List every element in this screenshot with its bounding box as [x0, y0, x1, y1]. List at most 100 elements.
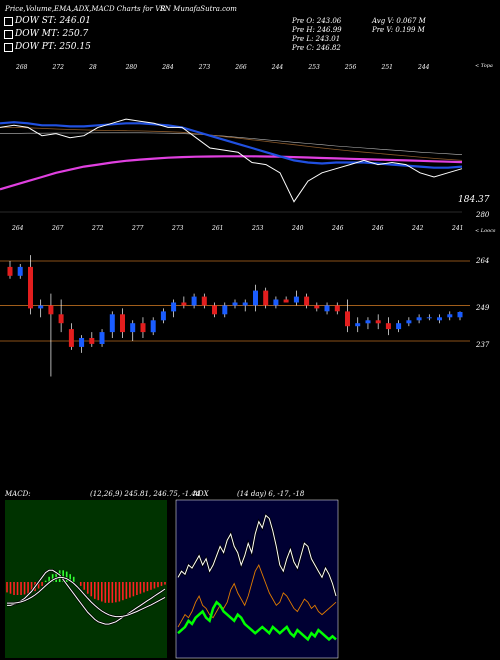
ema-panel-tag: < Topa — [475, 63, 493, 69]
adx-minus-di-line — [177, 563, 337, 628]
candle — [48, 293, 54, 377]
candle — [212, 302, 217, 318]
candle — [79, 335, 85, 353]
candle — [28, 255, 33, 315]
candle — [130, 320, 136, 341]
candle-tick-label: 267 — [51, 225, 64, 232]
ema-top-tick-label: 272 — [52, 64, 65, 71]
candle — [457, 311, 463, 321]
ema-top-tick-label: 268 — [15, 64, 28, 71]
candle — [324, 302, 330, 315]
legend-swatch-st — [4, 17, 13, 26]
candle — [222, 302, 228, 318]
candle — [68, 323, 74, 350]
pre-high: Pre H: 246.99 — [292, 26, 342, 34]
ema-price-label: 184.37 — [458, 195, 490, 205]
candle — [375, 314, 381, 330]
candles — [7, 255, 463, 377]
ema-top-tick-label: 256 — [344, 64, 357, 71]
price-line — [0, 118, 463, 203]
candle — [7, 261, 13, 279]
macd-line — [7, 569, 166, 625]
candle — [38, 299, 44, 318]
candle-tick-label: 277 — [131, 225, 144, 232]
candle-panel-tag: < Loocs — [475, 228, 496, 234]
ema-top-tick-label: 244 — [271, 64, 284, 71]
adx-title: ADX — [193, 490, 209, 498]
ema-tick-labels: 268 272 28 280 284 273 266 244 253 256 251 244 — [15, 64, 430, 71]
candle — [273, 296, 279, 309]
candle — [293, 290, 299, 306]
candle — [437, 314, 442, 324]
candle — [334, 302, 340, 315]
candle — [385, 317, 391, 336]
candle — [181, 296, 187, 309]
pre-low: Pre L: 243.01 — [292, 35, 341, 43]
candle — [283, 296, 289, 303]
candle-tick-label: 246 — [371, 225, 384, 232]
candle-tick-label: 273 — [171, 225, 184, 232]
adx-params: (14 day) 6, -17, -18 — [237, 490, 305, 498]
candle — [191, 293, 197, 309]
ema-top-tick-label: 253 — [307, 64, 320, 71]
candle — [17, 263, 23, 279]
candle — [58, 299, 64, 333]
candle — [447, 311, 453, 321]
candle — [406, 317, 412, 327]
candle-tick-label: 246 — [331, 225, 344, 232]
macd-panel-bg — [5, 500, 167, 658]
candle — [345, 299, 350, 333]
ema-top-tick-label: 284 — [161, 64, 174, 71]
macd-params: (12,26,9) 245.81, 246.75, -1.44 — [90, 490, 201, 498]
signal-line — [7, 576, 166, 618]
candle — [416, 314, 422, 324]
candle — [304, 293, 310, 309]
chart-title: Price,Volume,EMA,ADX,MACD Charts for VR — [5, 5, 166, 13]
candle — [232, 299, 238, 309]
ema-top-tick-label: 251 — [381, 64, 393, 71]
macd-title: MACD: — [5, 490, 31, 498]
candle — [396, 320, 402, 333]
level-249: 249 — [476, 304, 490, 312]
candle — [109, 311, 115, 339]
candle-tick-label: 242 — [411, 225, 424, 232]
candle — [242, 299, 248, 312]
adx-marks — [176, 513, 338, 642]
ema-top-tick-label: 280 — [125, 64, 138, 71]
candle-tick-label: 253 — [251, 225, 264, 232]
level-264: 264 — [476, 257, 490, 265]
avg-volume: Avg V: 0.067 M — [372, 17, 426, 25]
candle-tick-label: 264 — [11, 225, 24, 232]
macd-marks — [6, 569, 166, 626]
pre-volume: Pre V: 0.199 M — [372, 26, 425, 34]
ema-top-tick-label: 244 — [417, 64, 430, 71]
candle — [201, 293, 207, 309]
legend-swatch-pt — [4, 43, 13, 52]
candle — [140, 317, 146, 339]
ema-top-tick-label: 266 — [234, 64, 247, 71]
candle — [160, 308, 166, 324]
ema-magenta-line — [0, 155, 463, 191]
candle — [89, 332, 95, 347]
candle — [99, 329, 105, 347]
candle — [120, 308, 125, 339]
ema-grey-line — [0, 132, 463, 155]
candle — [253, 284, 258, 312]
candle-tick-labels: 264 267 272 277 273 261 253 240 246 246 242 241 — [11, 225, 463, 232]
candle-tick-label: 272 — [91, 225, 104, 232]
pre-close: Pre C: 246.82 — [292, 44, 341, 52]
ema-top-tick-label: 273 — [198, 64, 211, 71]
legend-dow-st: DOW ST: 246.01 — [15, 16, 91, 26]
legend-dow-pt: DOW PT: 250.15 — [15, 42, 91, 52]
legend-dow-mt: DOW MT: 250.7 — [15, 29, 89, 39]
adx-line — [177, 514, 337, 597]
pre-open: Pre O: 243.06 — [292, 17, 342, 25]
ema-lines — [0, 118, 463, 203]
candle-tick-label: 261 — [211, 225, 223, 232]
site-name: SN MunafaSutra.com — [160, 5, 237, 13]
candle — [355, 317, 361, 333]
level-237: 237 — [476, 341, 490, 349]
candle — [171, 299, 177, 318]
